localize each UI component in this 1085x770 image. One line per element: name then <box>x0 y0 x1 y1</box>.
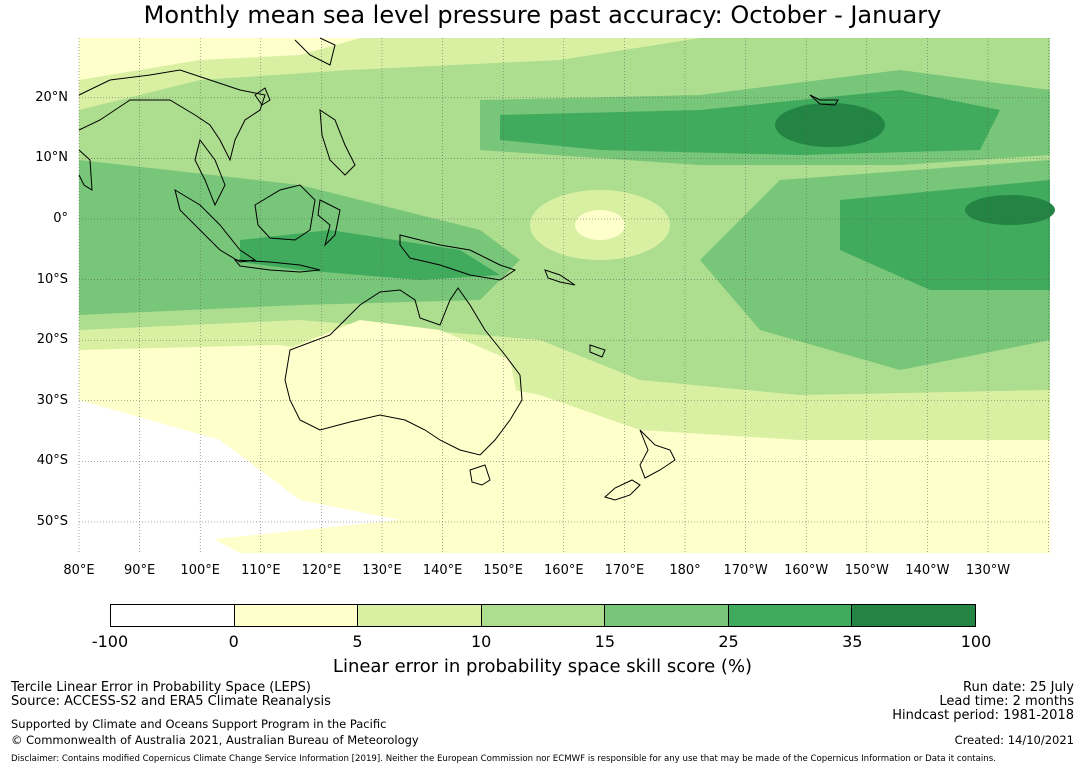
colorbar-tick-label: 15 <box>594 632 616 651</box>
colorbar-tick-label: 100 <box>960 632 992 651</box>
new-guinea-coast <box>399 234 517 281</box>
new-zealand-coast <box>604 429 676 501</box>
colorbar-label: Linear error in probability space skill … <box>332 656 753 677</box>
longitude-label: 160°W <box>784 563 829 578</box>
longitude-label: 140°E <box>422 563 463 578</box>
latitude-label: 30°S <box>36 392 68 408</box>
latitude-label: 50°S <box>36 514 68 529</box>
longitude-label: 130°E <box>362 563 402 578</box>
support-text: Supported by Climate and Oceans Support … <box>11 717 387 731</box>
colorbar-tick-label: 25 <box>718 632 739 651</box>
colorbar-segment <box>358 605 482 626</box>
colorbar-segment <box>728 605 853 626</box>
asia-coast <box>78 69 266 162</box>
lead-time: Lead time: 2 months <box>939 694 1074 709</box>
created-date: Created: 14/10/2021 <box>954 733 1074 747</box>
philippines-coast <box>319 109 356 176</box>
colorbar-segment <box>605 605 729 626</box>
australia-coast <box>284 287 523 456</box>
skill-map <box>78 37 1055 553</box>
java-coast <box>233 259 321 273</box>
sulawesi-coast <box>317 199 341 247</box>
longitude-label: 120°E <box>301 563 342 578</box>
colorbar <box>110 604 976 627</box>
copyright-text: © Commonwealth of Australia 2021, Austra… <box>11 733 419 747</box>
tasmania-coast <box>469 464 491 486</box>
colorbar-segment <box>852 605 976 626</box>
longitude-label: 110°E <box>241 563 281 578</box>
hawaii-coast <box>809 94 839 106</box>
taiwan-coast <box>254 87 271 106</box>
hindcast-period: Hindcast period: 1981-2018 <box>892 708 1074 723</box>
skill-field <box>79 38 1055 553</box>
disclaimer-text: Disclaimer: Contains modified Copernicus… <box>11 754 996 764</box>
run-date: Run date: 25 July <box>963 680 1074 695</box>
colorbar-tick-label: -100 <box>91 632 129 651</box>
malay-peninsula-coast <box>194 138 226 207</box>
leps-text: Tercile Linear Error in Probability Spac… <box>11 680 311 695</box>
longitude-label: 170°E <box>604 563 645 578</box>
longitude-label: 140°W <box>905 563 950 578</box>
latitude-label: 0° <box>53 211 68 226</box>
coastlines <box>78 37 839 501</box>
longitude-label: 130°W <box>965 563 1011 578</box>
india-coast <box>78 149 93 191</box>
longitude-label: 160°E <box>544 563 584 578</box>
colorbar-segment <box>111 605 235 626</box>
borneo-coast <box>254 184 316 241</box>
colorbar-segment <box>234 605 359 626</box>
longitude-label: 80°E <box>63 563 95 578</box>
latitude-label: 10°S <box>36 271 68 287</box>
colorbar-tick-label: 5 <box>352 632 363 651</box>
colorbar-segment <box>481 605 606 626</box>
source-text: Source: ACCESS-S2 and ERA5 Climate Reana… <box>11 694 331 709</box>
longitude-label: 90°E <box>123 563 156 578</box>
colorbar-tick-label: 10 <box>470 632 492 651</box>
japan-coast <box>294 37 336 66</box>
colorbar-tick-label: 35 <box>842 632 863 651</box>
latitude-label: 10°N <box>35 150 68 166</box>
latitude-label: 40°S <box>36 453 68 469</box>
longitude-label: 180° <box>669 563 701 578</box>
longitude-label: 170°W <box>723 563 768 578</box>
graticule <box>78 38 1050 553</box>
vanuatu-solomons-coast <box>544 269 576 286</box>
longitude-label: 100°E <box>180 563 220 578</box>
map-title: Monthly mean sea level pressure past acc… <box>143 1 942 29</box>
colorbar-tick-label: 0 <box>228 632 239 651</box>
longitude-label: 150°E <box>483 563 523 578</box>
latitude-label: 20°N <box>35 89 68 105</box>
new-caledonia-coast <box>589 344 606 358</box>
longitude-label: 150°W <box>844 563 889 578</box>
latitude-label: 20°S <box>36 332 68 348</box>
